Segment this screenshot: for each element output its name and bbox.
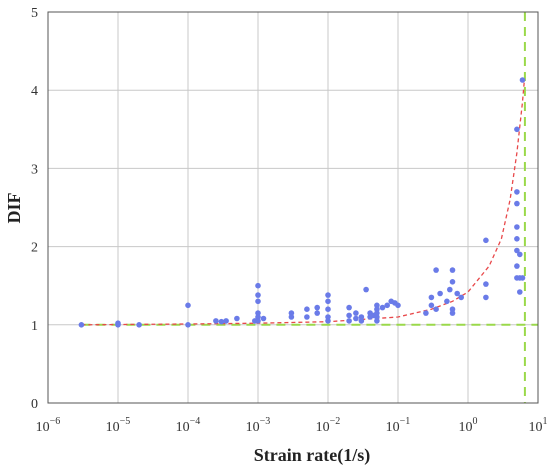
data-point [395, 302, 401, 309]
data-point [260, 315, 267, 322]
data-point [346, 312, 352, 319]
data-point [384, 302, 391, 309]
data-point [449, 306, 456, 313]
x-tick-label: 10−6 [36, 416, 61, 435]
data-point [218, 318, 225, 325]
data-point [514, 247, 520, 254]
data-point [314, 310, 321, 316]
data-point [517, 251, 523, 258]
x-tick-label: 10−2 [316, 416, 341, 435]
data-point [346, 318, 352, 324]
data-point [458, 294, 465, 301]
data-point [423, 310, 429, 316]
data-point [255, 298, 261, 305]
data-point [234, 315, 240, 322]
data-point [304, 314, 310, 320]
data-point [374, 314, 380, 320]
y-axis-ticks: 0 1 2 3 4 5 [31, 6, 38, 412]
data-point [115, 322, 121, 328]
data-points [78, 77, 526, 328]
y-tick-label: 3 [31, 162, 38, 177]
data-point [374, 310, 380, 316]
data-point [255, 282, 261, 289]
x-axis-title: Strain rate(1/s) [254, 445, 370, 466]
data-point [514, 236, 520, 242]
data-point [353, 310, 359, 316]
data-point [374, 302, 380, 309]
data-point [449, 310, 456, 316]
data-point [514, 200, 520, 207]
data-point [374, 318, 380, 324]
data-point [514, 126, 520, 133]
data-point [358, 318, 365, 324]
data-point [428, 302, 435, 309]
data-point [363, 286, 369, 293]
reference-lines [81, 12, 538, 403]
y-tick-label: 5 [31, 6, 38, 21]
x-tick-label: 10−1 [386, 416, 411, 435]
data-point [514, 189, 520, 195]
data-point [288, 310, 295, 316]
data-point [483, 237, 489, 244]
fit-curve [81, 79, 526, 326]
data-point [447, 286, 453, 293]
y-tick-label: 4 [31, 84, 38, 99]
data-point [325, 298, 331, 305]
data-point [288, 314, 295, 320]
data-point [325, 306, 331, 313]
plot-frame [47, 11, 539, 404]
data-point [304, 306, 310, 313]
data-point [325, 314, 331, 320]
data-point [433, 306, 439, 313]
x-tick-label: 10−5 [106, 416, 131, 435]
data-point [353, 315, 359, 322]
data-point [483, 281, 489, 287]
data-point [449, 279, 456, 285]
data-point [437, 290, 443, 297]
data-point [325, 318, 331, 324]
y-tick-label: 1 [31, 319, 38, 334]
data-point [213, 318, 219, 324]
x-axis-ticks: 10−6 10−5 10−4 10−3 10−2 10−1 100 101 [36, 416, 548, 435]
data-point [374, 306, 380, 313]
data-point [255, 310, 261, 316]
data-point [519, 77, 526, 83]
data-point [255, 318, 261, 324]
x-tick-label: 101 [529, 416, 548, 435]
data-point [514, 263, 520, 269]
data-point [433, 267, 439, 273]
data-point [136, 322, 142, 328]
data-point [514, 224, 520, 230]
data-point [483, 294, 489, 301]
data-point [78, 322, 85, 328]
data-point [517, 289, 523, 295]
data-point [185, 322, 191, 328]
data-point [379, 304, 386, 311]
data-point [444, 298, 450, 305]
x-tick-label: 10−3 [246, 416, 271, 435]
data-point [428, 294, 435, 301]
y-tick-label: 2 [31, 241, 38, 256]
data-point [314, 304, 321, 311]
data-point [223, 318, 229, 324]
data-point [519, 275, 526, 281]
data-point [185, 302, 191, 309]
data-point [358, 314, 365, 320]
data-point [325, 292, 331, 298]
grid [48, 12, 538, 403]
x-tick-label: 100 [459, 416, 478, 435]
data-point [255, 292, 261, 298]
data-point [454, 290, 461, 297]
data-point [255, 314, 261, 320]
fit-curve-layer [81, 79, 526, 326]
x-tick-label: 10−4 [176, 416, 201, 435]
data-point [449, 267, 456, 273]
data-point [346, 304, 352, 311]
y-tick-label: 0 [31, 397, 38, 412]
y-axis-title: DIF [4, 192, 24, 223]
